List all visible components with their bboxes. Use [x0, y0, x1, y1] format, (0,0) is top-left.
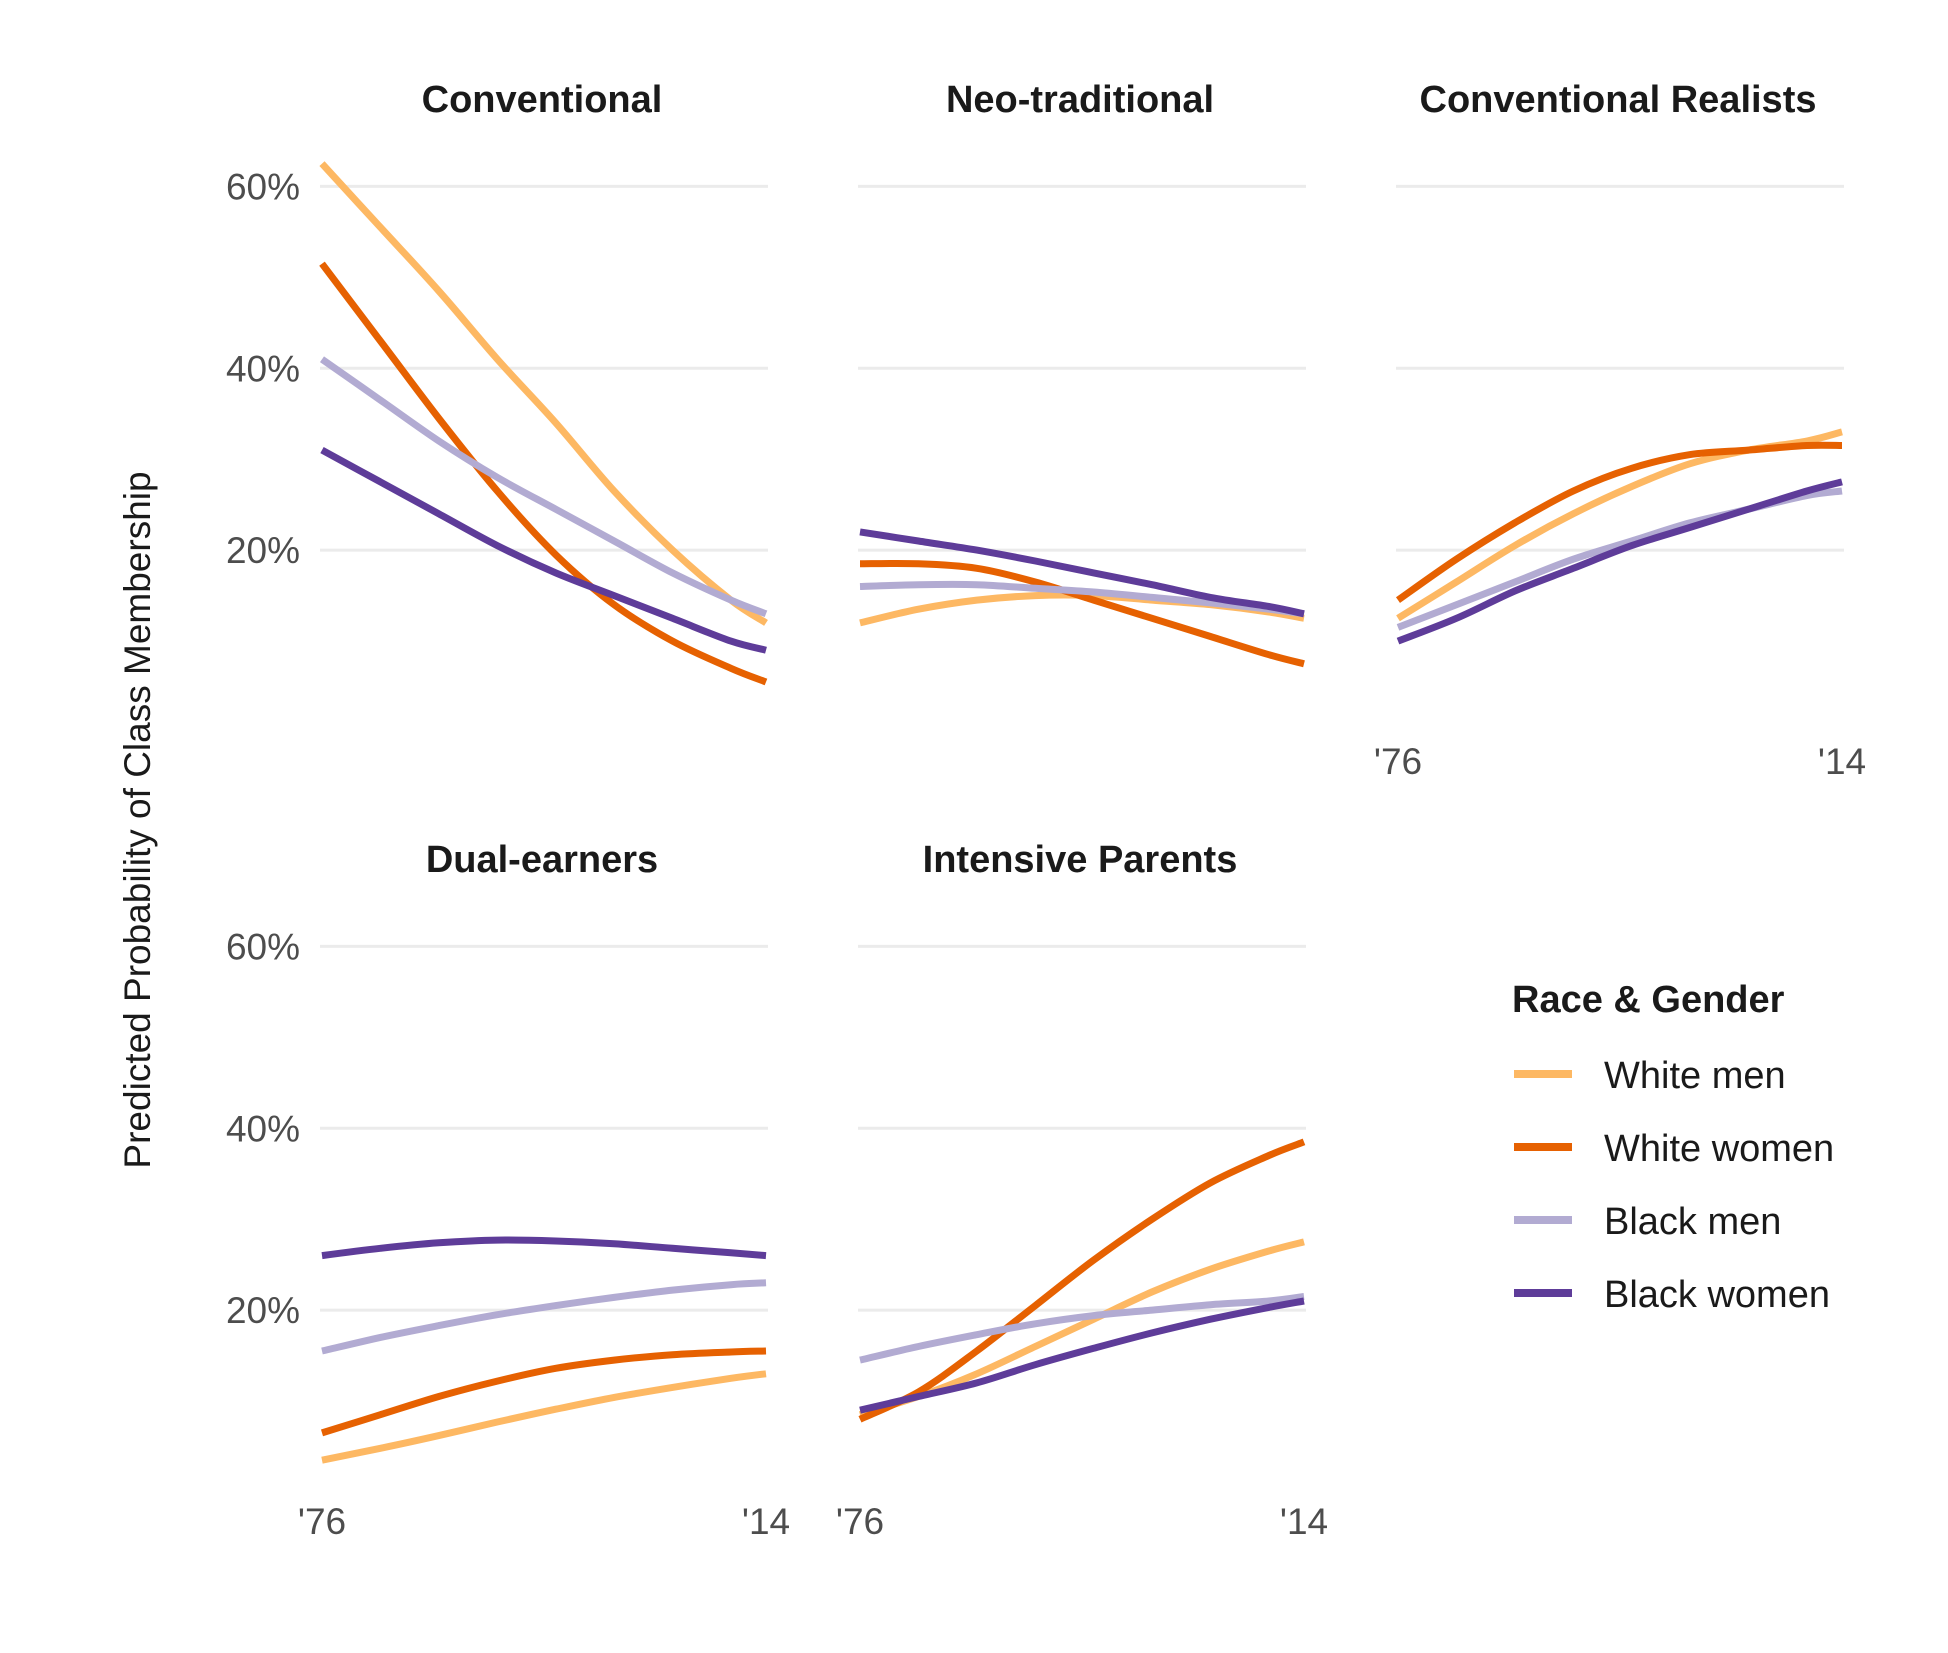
- legend-title: Race & Gender: [1512, 979, 1785, 1021]
- series-line-intensive-parents-white-women: [858, 1138, 1306, 1423]
- panel-dual-earners: Dual-earners 20% 40% 60% '76 '14: [226, 839, 790, 1542]
- facet-panels: Conventional 20% 40% 60% Neo-traditional Conv…: [226, 79, 1866, 1542]
- series-line-dual-earners-white-men: [321, 1370, 767, 1464]
- series-line-neo-traditional-white-women: [859, 559, 1305, 668]
- x-tick-label-dual-earners-0: '76: [298, 1501, 346, 1542]
- series-line-conventional-white-men: [319, 161, 768, 626]
- series-line-conventional-realists-black-women: [1396, 478, 1843, 645]
- y-tick-label-conventional-2: 60%: [226, 166, 300, 207]
- panel-conventional-realists: Conventional Realists '76 '14: [1374, 79, 1866, 782]
- y-tick-label-dual-earners-1: 40%: [226, 1108, 300, 1149]
- panel-neo-traditional: Neo-traditional: [858, 79, 1306, 668]
- series-line-dual-earners-black-women: [321, 1236, 767, 1260]
- series-line-dual-earners-black-men: [321, 1279, 767, 1355]
- legend-label-black-women: Black women: [1604, 1274, 1830, 1316]
- series-line-conventional-white-women: [319, 261, 768, 686]
- legend: Race & Gender White men White women Black …: [1512, 979, 1834, 1316]
- panel-title-intensive-parents: Intensive Parents: [923, 839, 1238, 881]
- series-line-intensive-parents-black-men: [859, 1293, 1305, 1364]
- legend-label-black-men: Black men: [1604, 1201, 1781, 1243]
- series-line-intensive-parents-black-women: [859, 1297, 1305, 1414]
- legend-items: White men White women Black men Black women: [1514, 1055, 1834, 1316]
- panel-title-conventional: Conventional: [422, 79, 663, 121]
- y-axis-title: Predicted Probability of Class Membershi…: [117, 471, 158, 1168]
- series-line-conventional-black-men: [319, 356, 768, 618]
- series-line-conventional-realists-white-men: [1396, 428, 1843, 622]
- x-tick-label-dual-earners-1: '14: [742, 1501, 790, 1542]
- x-tick-label-conventional-realists-0: '76: [1374, 741, 1422, 782]
- panel-conventional: Conventional 20% 40% 60%: [226, 79, 768, 686]
- y-tick-label-dual-earners-0: 20%: [226, 1290, 300, 1331]
- legend-item-white-men: White men: [1514, 1055, 1786, 1097]
- y-tick-label-conventional-0: 20%: [226, 530, 300, 571]
- x-tick-label-intensive-parents-0: '76: [836, 1501, 884, 1542]
- x-tick-label-intensive-parents-1: '14: [1280, 1501, 1328, 1542]
- series-line-dual-earners-white-women: [320, 1347, 767, 1437]
- y-tick-label-dual-earners-2: 60%: [226, 926, 300, 967]
- legend-item-black-men: Black men: [1514, 1201, 1781, 1243]
- panel-title-conventional-realists: Conventional Realists: [1420, 79, 1817, 121]
- series-line-conventional-realists-white-women: [1395, 441, 1843, 603]
- legend-label-white-women: White women: [1604, 1128, 1834, 1170]
- y-tick-label-conventional-1: 40%: [226, 348, 300, 389]
- panel-title-neo-traditional: Neo-traditional: [946, 79, 1214, 121]
- legend-label-white-men: White men: [1604, 1055, 1786, 1097]
- panel-title-dual-earners: Dual-earners: [426, 839, 658, 881]
- series-line-neo-traditional-black-women: [859, 528, 1305, 618]
- legend-item-black-women: Black women: [1514, 1274, 1830, 1316]
- series-line-conventional-realists-black-men: [1396, 487, 1843, 631]
- panel-intensive-parents: Intensive Parents '76 '14: [836, 839, 1328, 1542]
- legend-item-white-women: White women: [1514, 1128, 1834, 1170]
- series-line-conventional-black-women: [320, 447, 767, 654]
- x-tick-label-conventional-realists-1: '14: [1818, 741, 1866, 782]
